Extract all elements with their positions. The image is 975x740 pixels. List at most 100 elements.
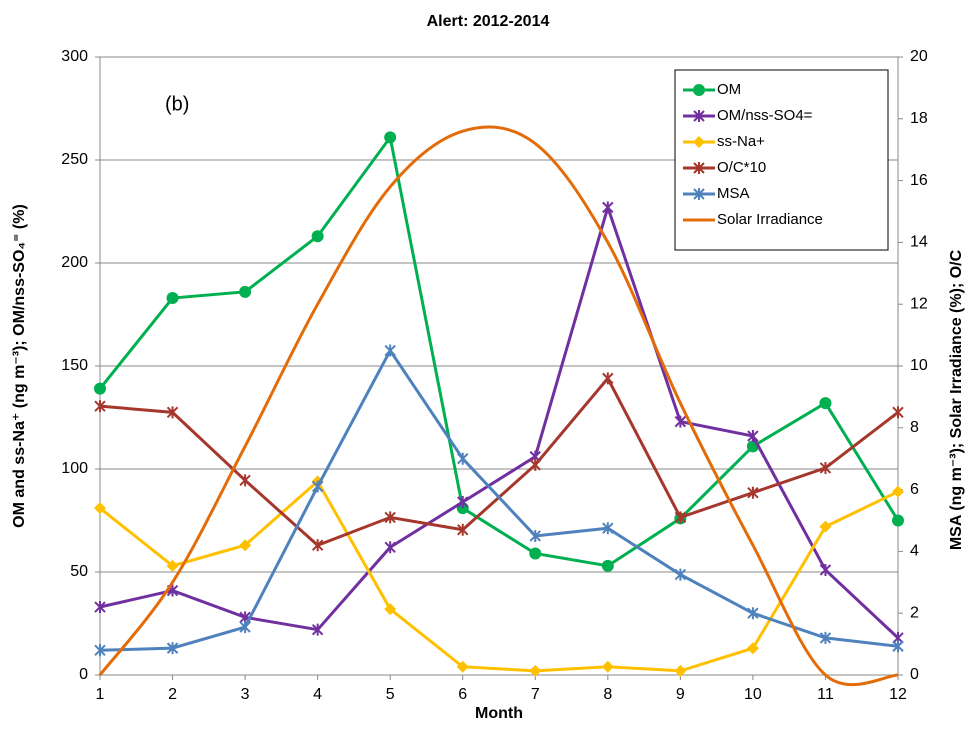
marker [457, 523, 469, 536]
marker [674, 568, 687, 581]
marker [693, 162, 705, 174]
marker [674, 511, 687, 524]
x-tick-label: 2 [168, 686, 177, 703]
marker [602, 201, 614, 214]
x-tick-label: 6 [458, 686, 467, 703]
marker [747, 430, 759, 443]
marker [892, 640, 904, 653]
marker [384, 511, 396, 524]
marker [311, 539, 324, 552]
marker [529, 529, 541, 542]
marker [311, 480, 324, 493]
y2-tick-label: 4 [910, 543, 919, 560]
marker [693, 136, 705, 148]
y-tick-label: 300 [61, 48, 88, 65]
y2-tick-label: 20 [910, 48, 928, 65]
marker [384, 344, 396, 357]
marker [166, 559, 179, 572]
series-line [98, 133, 900, 568]
marker [311, 230, 324, 243]
y-tick-label: 150 [61, 357, 88, 374]
marker [166, 292, 179, 305]
marker [311, 623, 324, 636]
x-tick-label: 7 [531, 686, 540, 703]
x-tick-label: 10 [744, 686, 762, 703]
x-tick-label: 5 [386, 686, 395, 703]
legend-label: Solar Irradiance [717, 211, 823, 228]
y2-tick-label: 10 [910, 357, 928, 374]
marker [457, 495, 469, 508]
y2-tick-label: 6 [910, 481, 919, 498]
series-line [99, 347, 899, 652]
marker [94, 382, 106, 395]
y2-tick-label: 12 [910, 295, 928, 312]
annotation: (b) [165, 93, 189, 115]
y2-tick-label: 8 [910, 419, 919, 436]
x-tick-label: 11 [817, 686, 834, 703]
series-line [98, 125, 899, 687]
x-tick-label: 8 [603, 686, 612, 703]
series-line [99, 202, 900, 640]
y2-tick-label: 2 [910, 604, 919, 621]
marker [529, 664, 542, 677]
marker [601, 559, 614, 572]
marker [693, 110, 705, 122]
x-tick-label: 1 [96, 686, 105, 703]
marker [239, 474, 251, 487]
series-line [99, 375, 899, 547]
legend-label: O/C*10 [717, 159, 766, 176]
marker [601, 660, 614, 673]
marker [693, 188, 705, 200]
y2-tick-label: 14 [910, 234, 928, 251]
x-axis-label: Month [475, 705, 523, 722]
marker [239, 285, 252, 298]
y-tick-label: 200 [61, 254, 88, 271]
marker [674, 415, 687, 428]
marker [94, 601, 106, 614]
marker [747, 486, 759, 499]
y-tick-label: 50 [70, 563, 88, 580]
marker [239, 621, 251, 634]
legend-label: MSA [717, 185, 750, 202]
marker [892, 514, 904, 527]
marker [602, 522, 614, 535]
legend: OM OM/nss-SO4= ss-Na+ O/C*10 MSA Solar Irradi… [674, 69, 889, 251]
marker [456, 660, 469, 673]
y2-tick-label: 18 [910, 110, 928, 127]
marker [94, 644, 106, 657]
marker [693, 84, 705, 96]
marker [747, 607, 759, 620]
marker [166, 406, 179, 419]
y2-tick-label: 0 [910, 666, 919, 683]
marker [892, 406, 904, 419]
series-line [99, 479, 899, 673]
marker [457, 452, 469, 465]
x-tick-label: 9 [676, 686, 685, 703]
x-tick-label: 12 [889, 686, 907, 703]
marker [819, 520, 832, 533]
plot-frame [99, 56, 899, 676]
y-tick-label: 0 [79, 666, 88, 683]
marker [94, 502, 106, 515]
chart-title: Alert: 2012-2014 [427, 13, 550, 30]
marker [384, 541, 396, 554]
y-axis-label: OM and ss-Na⁺ (ng m⁻³); OM/nss-SO₄⁼ (%) [11, 204, 28, 528]
y2-tick-label: 16 [910, 172, 928, 189]
marker [529, 458, 541, 471]
marker [746, 642, 759, 655]
legend-label: OM/nss-SO4= [717, 107, 813, 124]
y2-axis-label: MSA (ng m⁻³); Solar Irradiance (%); O/C [948, 249, 965, 550]
marker [819, 631, 832, 644]
y-tick-label: 100 [61, 460, 88, 477]
legend-label: ss-Na+ [717, 133, 765, 150]
marker [602, 372, 614, 385]
marker [166, 642, 179, 655]
marker [529, 547, 542, 560]
marker [94, 400, 106, 413]
marker [239, 539, 252, 552]
marker [819, 397, 832, 410]
marker [819, 563, 832, 576]
marker [819, 461, 832, 474]
legend-label: OM [717, 81, 741, 98]
